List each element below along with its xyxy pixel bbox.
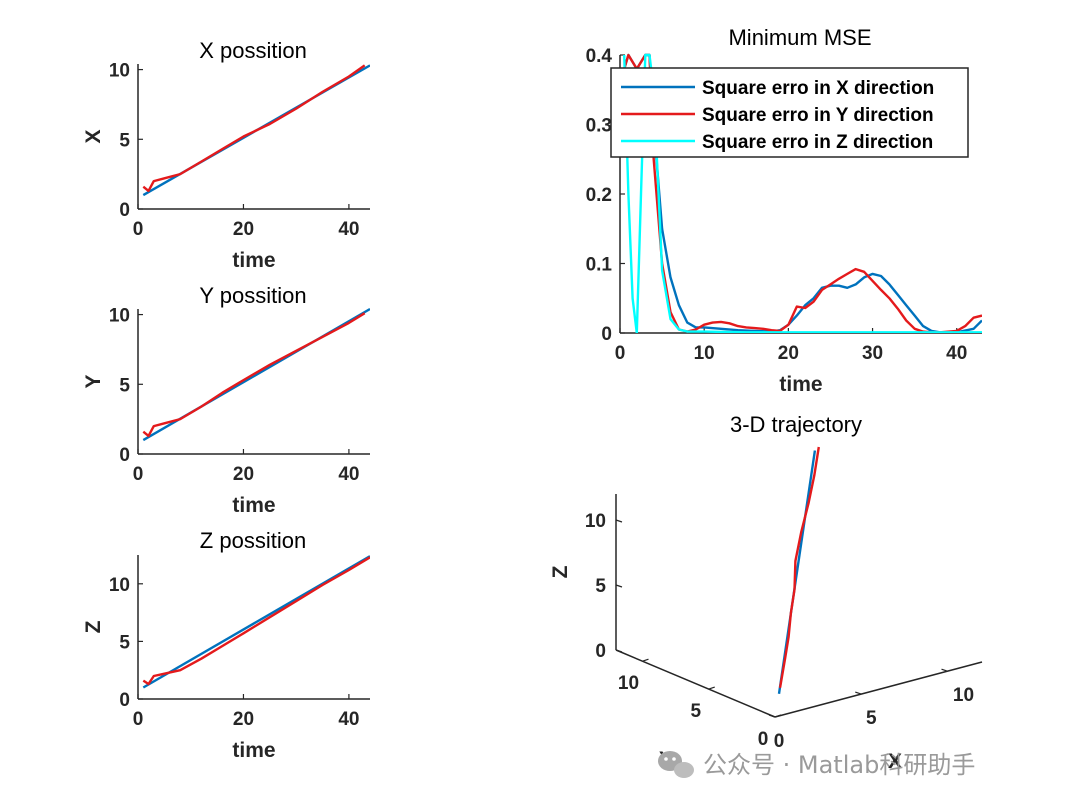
mse-xtick-label: 40 [946,343,967,364]
zpos-xtick-label: 20 [233,709,254,730]
y-position-title: Y possition [199,283,306,308]
mse-xtick-label: 0 [615,343,626,364]
z-position-plot: Z possition 0 20 40 0 5 10 time Z [82,528,370,762]
traj-xtick-label: 0 [774,731,785,752]
zpos-ytick-label: 5 [119,632,130,653]
ypos-ytick-label: 0 [119,445,130,466]
mse-xtick-label: 30 [862,343,883,364]
ypos-xtick-label: 20 [233,464,254,485]
traj-ytick-label: 5 [690,701,701,722]
traj-ztick-label: 5 [595,576,606,597]
ypos-ylabel: Y [82,374,105,388]
trajectory-title: 3-D trajectory [730,412,862,437]
traj-ztick-mark [615,519,623,523]
minimum-mse-plot: Minimum MSE 0 10 20 30 40 0 0.1 0.2 0.3 0.4 time Sq… [586,25,982,396]
xpos-series-estimate-line [142,64,366,193]
mse-series-square-erro-in-x-direction-line [623,53,982,333]
traj-zlabel: Z [549,565,572,578]
xpos-ytick-label: 0 [119,200,130,221]
mse-xlabel: time [779,373,822,396]
zpos-series-estimate-line [142,556,370,686]
xpos-ylabel: X [82,129,105,143]
mse-ytick-label: 0 [601,324,612,345]
watermark: 公众号 · Matlab科研助手 [658,751,975,779]
mse-series-square-erro-in-y-direction-line [623,53,982,333]
ypos-xtick-label: 40 [338,464,359,485]
xpos-ytick-label: 5 [119,130,130,151]
traj-ytick-mark [642,658,649,662]
ypos-series-estimate-line [142,312,366,438]
ypos-ytick-label: 5 [119,375,130,396]
ypos-xlabel: time [232,494,275,517]
legend-entry-3: Square erro in Z direction [702,132,933,153]
xpos-xtick-label: 20 [233,219,254,240]
mse-xtick-label: 20 [778,343,799,364]
zpos-ylabel: Z [82,620,105,633]
z-position-title: Z possition [200,528,306,553]
zpos-xtick-label: 40 [338,709,359,730]
mse-ytick-label: 0.4 [586,46,613,67]
traj-ytick-label: 0 [758,729,769,750]
traj-ztick-label: 10 [585,511,606,532]
traj-ztick-mark [615,649,623,653]
traj-xtick-mark [768,714,776,718]
xpos-xlabel: time [232,249,275,272]
traj-ytick-label: 10 [618,673,639,694]
zpos-xlabel: time [232,739,275,762]
xpos-xtick-label: 40 [338,219,359,240]
y-position-plot: Y possition 0 20 40 0 5 10 time Y [82,283,370,517]
wechat-icon [658,751,694,778]
mse-ytick-label: 0.1 [586,255,613,276]
traj-series-estimate-line [779,446,820,689]
zpos-series-true-line [142,555,370,689]
watermark-text: 公众号 · Matlab科研助手 [703,751,975,779]
mse-xtick-label: 10 [694,343,715,364]
mse-legend: Square erro in X direction Square erro in… [610,67,969,158]
x-position-title: X possition [199,38,307,63]
traj-xtick-label: 10 [953,685,974,706]
traj-ztick-label: 0 [595,641,606,662]
traj-ztick-mark [615,584,623,588]
xpos-ytick-label: 10 [109,61,130,82]
mse-ytick-label: 0.3 [586,116,612,137]
ypos-xtick-label: 0 [133,464,144,485]
traj-xtick-mark [855,691,862,695]
legend-entry-1: Square erro in X direction [702,78,934,99]
x-position-plot: X possition 0 20 40 0 5 10 time X [82,38,370,272]
zpos-ytick-label: 0 [119,690,130,711]
mse-title: Minimum MSE [728,25,871,50]
legend-entry-2: Square erro in Y direction [702,105,934,126]
zpos-xtick-label: 0 [133,709,144,730]
traj-xtick-label: 5 [866,708,877,729]
mse-ytick-label: 0.2 [586,185,612,206]
traj-xtick-mark [941,668,948,672]
xpos-xtick-label: 0 [133,219,144,240]
traj-xlabel: X [888,750,902,773]
traj-ytick-mark [708,686,715,690]
traj-ytick-mark [774,714,782,718]
zpos-ytick-label: 10 [109,575,130,596]
mse-series-square-erro-in-z-direction-line [623,53,982,333]
ypos-ytick-label: 10 [109,306,130,327]
